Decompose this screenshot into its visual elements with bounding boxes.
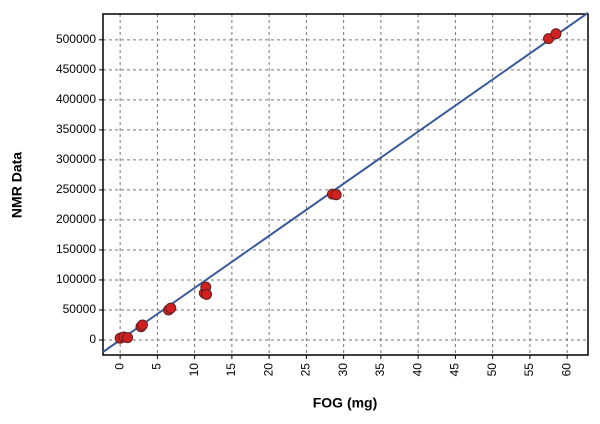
x-tick-label: 25 [299, 363, 313, 377]
data-point [330, 189, 342, 201]
y-tick-label: 400000 [56, 92, 96, 106]
x-tick-label: 10 [187, 363, 201, 377]
data-point [550, 28, 562, 40]
data-point [122, 332, 134, 344]
data-point [201, 288, 213, 300]
x-tick-label: 30 [336, 363, 350, 377]
x-tick-label: 35 [373, 363, 387, 377]
y-tick-label: 250000 [56, 182, 96, 196]
x-axis-title: FOG (mg) [313, 395, 378, 411]
y-tick-label: 350000 [56, 122, 96, 136]
x-tick-label: 45 [448, 363, 462, 377]
y-tick-label: 200000 [56, 212, 96, 226]
x-tick-label: 15 [224, 363, 238, 377]
plot-frame [102, 13, 589, 356]
y-tick-label: 450000 [56, 62, 96, 76]
x-tick-label: 55 [522, 363, 536, 377]
y-axis-title: NMR Data [9, 152, 25, 218]
x-tick-label: 60 [559, 363, 573, 377]
x-tick-label: 20 [261, 363, 275, 377]
trend-line [102, 11, 589, 353]
x-tick-label: 50 [485, 363, 499, 377]
y-tick-label: 500000 [56, 32, 96, 46]
data-point [165, 302, 177, 314]
x-tick-label: 5 [150, 363, 164, 370]
y-tick-label: 300000 [56, 152, 96, 166]
data-point [136, 319, 148, 331]
y-tick-label: 150000 [56, 242, 96, 256]
x-tick-label: 0 [112, 363, 126, 370]
y-tick-label: 50000 [63, 302, 97, 316]
y-tick-label: 100000 [56, 272, 96, 286]
y-tick-label: 0 [89, 332, 96, 346]
x-tick-label: 40 [410, 363, 424, 377]
